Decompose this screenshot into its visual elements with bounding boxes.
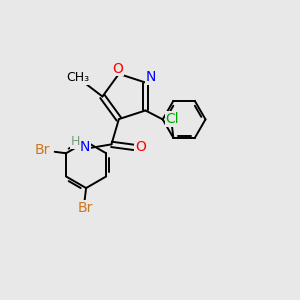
Text: Br: Br — [77, 201, 93, 215]
Text: O: O — [135, 140, 146, 154]
Text: Br: Br — [34, 143, 50, 157]
Text: H: H — [70, 135, 80, 148]
Text: N: N — [146, 70, 156, 84]
Text: N: N — [80, 140, 90, 154]
Text: Cl: Cl — [166, 112, 179, 126]
Text: CH₃: CH₃ — [66, 71, 89, 84]
Text: O: O — [112, 61, 123, 76]
